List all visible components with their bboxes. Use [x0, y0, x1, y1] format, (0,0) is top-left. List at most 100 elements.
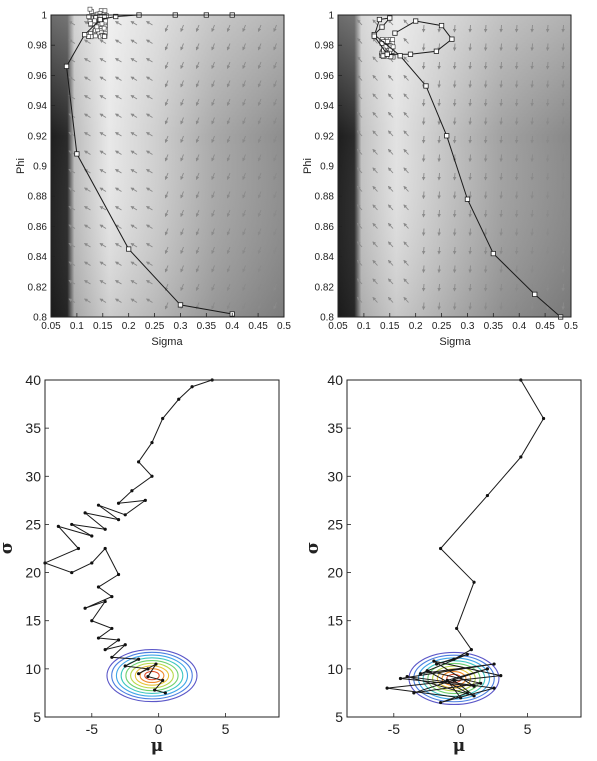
panel-top-right-arrow-201	[437, 283, 441, 292]
panel-top-left-arrow-171	[114, 243, 122, 248]
panel-top-right-arrow-161	[468, 228, 472, 237]
panel-top-right-arrow-10	[514, 24, 519, 33]
panel-top-right-arrow-158	[421, 228, 426, 237]
panel-top-right-point-9	[387, 15, 393, 21]
panel-top-right-arrow-157	[403, 222, 409, 229]
panel-top-left-arrow-212	[99, 298, 107, 303]
panel-top-right-arrow-137	[530, 191, 534, 200]
panel-top-left-arrow-201	[145, 280, 153, 285]
panel-top-right-ytick-label-10: 1	[328, 11, 334, 22]
panel-top-right-arrow-200	[421, 283, 426, 292]
panel-top-right-arrow-164	[514, 228, 519, 237]
panel-top-right-arrow-109	[530, 154, 534, 163]
panel-top-right-arrow-168	[356, 241, 363, 248]
panel-top-left-arrow-68	[257, 98, 262, 107]
panel-bottom-left-point-14	[103, 527, 107, 531]
panel-top-right-arrow-192	[514, 265, 519, 274]
panel-top-right-arrow-35	[468, 61, 472, 70]
panel-top-left-arrow-81	[242, 117, 246, 125]
panel-top-right-arrow-151	[530, 209, 534, 218]
panel-top-right-ylabel: Phi	[302, 158, 314, 174]
panel-top-right-arrow-123	[530, 172, 534, 181]
panel-top-right-arrow-25	[530, 43, 534, 52]
panel-top-left-arrow-94	[226, 135, 231, 144]
panel-top-left-point-6	[82, 32, 88, 38]
panel-top-right-arrow-162	[483, 228, 488, 237]
panel-top-left-arrow-92	[195, 135, 200, 144]
panel-top-right-arrow-18	[421, 43, 426, 52]
panel-top-left-arrow-170	[99, 243, 107, 248]
panel-top-right-arrow-140	[356, 204, 363, 211]
panel-top-left-arrow-199	[114, 280, 122, 285]
panel-top-right-arrow-41	[561, 61, 565, 70]
panel-top-left-arrow-215	[145, 298, 153, 303]
panel-top-right-arrow-93	[499, 135, 503, 144]
panel-bottom-left-ytick-label-1: 10	[25, 661, 41, 677]
panel-top-left-arrow-162	[195, 228, 200, 236]
panel-bottom-left-ytick-label-6: 35	[25, 420, 41, 436]
panel-top-left-arrow-53	[242, 80, 246, 88]
panel-top-right-arrow-146	[452, 209, 457, 218]
panel-top-right-arrow-57	[372, 93, 378, 100]
panel-top-right-arrow-9	[499, 24, 503, 33]
panel-top-left-arrow-164	[226, 228, 231, 236]
panel-top-left-arrow-138	[257, 191, 262, 199]
panel-top-right-arrow-165	[530, 228, 534, 237]
panel-top-right-arrow-169	[372, 241, 378, 248]
panel-top-right-arrow-15	[372, 37, 378, 44]
panel-top-right-arrow-34	[452, 61, 457, 70]
panel-top-right-arrow-111	[561, 154, 565, 163]
panel-top-left-arrow-220	[226, 302, 231, 310]
panel-top-left-arrow-12	[257, 24, 262, 33]
panel-top-right-arrow-48	[452, 80, 457, 89]
panel-top-right-arrow-101	[403, 148, 409, 155]
panel-top-left-arrow-27	[273, 43, 277, 51]
panel-top-right-point-3	[464, 196, 471, 202]
panel-top-left-arrow-71	[83, 113, 91, 118]
panel-top-right-arrow-213	[403, 296, 409, 303]
panel-bottom-left-xlabel: μ	[151, 736, 163, 756]
panel-top-left-arrow-40	[257, 61, 262, 70]
panel-bottom-left-point-2	[177, 397, 181, 401]
panel-top-right-arrow-188	[452, 265, 457, 274]
panel-bottom-left-point-43	[163, 691, 167, 695]
panel-top-left-arrow-219	[211, 302, 215, 310]
panel-top-left-xtick-label-8: 0.45	[248, 321, 268, 332]
panel-bottom-right-ytick-label-1: 10	[327, 661, 343, 677]
panel-top-left-arrow-167	[273, 228, 277, 236]
panel-top-left-arrow-180	[257, 246, 262, 255]
panel-top-right-arrow-56	[356, 93, 363, 100]
panel-top-left-arrow-100	[99, 150, 107, 155]
panel-top-left-arrow-165	[242, 228, 246, 236]
panel-top-left-arrow-47	[145, 76, 153, 81]
panel-top-right-arrow-92	[483, 135, 488, 144]
panel-top-left-arrow-66	[226, 98, 231, 107]
panel-top-left-arrow-135	[211, 191, 215, 199]
panel-top-left-arrow-82	[257, 117, 262, 125]
panel-top-right-arrow-149	[499, 209, 503, 218]
panel-top-right-arrow-197	[372, 278, 378, 285]
panel-top-right-arrow-182	[356, 259, 363, 266]
panel-top-right-arrow-183	[372, 259, 378, 266]
panel-top-right-cluster-point-58	[384, 39, 390, 44]
panel-top-left-arrow-140	[68, 206, 76, 211]
panel-bottom-left-point-41	[161, 678, 165, 683]
panel-bottom-left-point-32	[103, 648, 107, 652]
panel-top-left-ytick-label-0: 0.8	[33, 313, 47, 324]
panel-top-left-arrow-223	[273, 302, 277, 310]
panel-top-right-arrow-127	[372, 185, 378, 192]
panel-top-right-ytick-label-1: 0.82	[315, 282, 335, 293]
panel-top-right-arrow-28	[356, 56, 363, 63]
panel-top-right-arrow-62	[452, 98, 457, 107]
panel-top-left-arrow-73	[114, 113, 122, 118]
panel-bottom-right-point-5	[472, 580, 476, 584]
panel-top-left-arrow-205	[211, 283, 215, 292]
panel-bottom-right-yticks: 5 10 15 20 25 30 35 40	[327, 372, 351, 725]
panel-top-left-arrow-62	[164, 98, 169, 107]
panel-top-right-arrow-24	[514, 43, 519, 52]
panel-top-left-arrow-65	[211, 98, 215, 107]
panel-top-left-arrow-75	[145, 113, 153, 118]
panel-top-left-arrow-58	[99, 95, 107, 100]
panel-bottom-left-point-11	[96, 503, 101, 507]
panel-bottom-right-point-15	[432, 659, 436, 663]
